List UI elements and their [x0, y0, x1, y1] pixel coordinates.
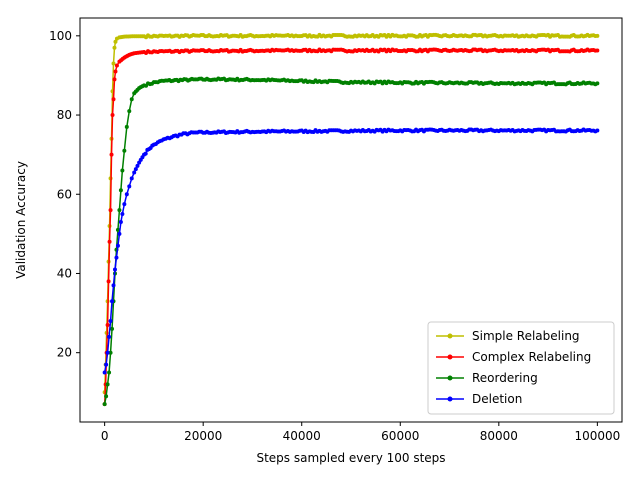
- series-simple-relabeling: [102, 32, 600, 395]
- x-tick-label: 60000: [381, 429, 419, 443]
- data-point: [112, 45, 117, 50]
- legend-marker: [447, 396, 453, 402]
- data-point: [110, 113, 115, 118]
- data-point: [108, 350, 113, 355]
- legend-box: [427, 321, 615, 415]
- data-point: [129, 176, 134, 181]
- data-point: [105, 382, 110, 387]
- data-point: [104, 362, 109, 367]
- data-point: [122, 148, 127, 153]
- y-tick-label: 60: [57, 187, 72, 201]
- x-tick-label: 100000: [574, 429, 620, 443]
- data-point: [115, 227, 120, 232]
- data-point: [132, 170, 137, 175]
- data-point: [110, 299, 115, 304]
- y-tick-label: 80: [57, 108, 72, 122]
- series-reordering: [102, 76, 600, 407]
- y-tick-label: 20: [57, 346, 72, 360]
- data-point: [143, 151, 148, 156]
- x-tick-label: 0: [101, 429, 109, 443]
- data-point: [102, 402, 107, 407]
- legend-marker: [447, 354, 453, 360]
- data-point: [102, 370, 107, 375]
- x-axis: 0 20000 40000 60000 80000 100000: [101, 422, 620, 443]
- data-point: [115, 243, 120, 248]
- data-point: [111, 61, 116, 66]
- data-point: [113, 69, 118, 74]
- data-point: [124, 124, 129, 129]
- legend-item: Reordering: [436, 371, 538, 385]
- y-axis-label: Validation Accuracy: [14, 161, 28, 279]
- data-point: [129, 97, 134, 102]
- data-point: [120, 168, 125, 173]
- data-point: [107, 239, 112, 244]
- legend-marker: [447, 375, 453, 381]
- data-point: [127, 109, 132, 114]
- series-complex-relabeling: [102, 47, 600, 407]
- data-point: [114, 63, 119, 68]
- y-tick-label: 40: [57, 266, 72, 280]
- legend-label: Deletion: [472, 392, 522, 406]
- data-point: [117, 231, 122, 236]
- data-point: [135, 163, 140, 168]
- data-point: [112, 267, 117, 272]
- data-point: [111, 283, 116, 288]
- x-tick-label: 40000: [283, 429, 321, 443]
- plot-area: [102, 32, 600, 407]
- data-point: [118, 219, 123, 224]
- data-point: [105, 350, 110, 355]
- data-point: [114, 255, 119, 260]
- legend-item: Deletion: [436, 392, 522, 406]
- y-axis: 20 40 60 80 100: [49, 29, 80, 360]
- legend-label: Reordering: [472, 371, 538, 385]
- data-point: [108, 208, 113, 213]
- legend: Simple Relabeling Complex Relabeling Reord…: [427, 321, 615, 415]
- data-point: [595, 33, 600, 38]
- data-point: [106, 279, 111, 284]
- data-point: [122, 202, 127, 207]
- legend-label: Simple Relabeling: [472, 329, 580, 343]
- axes-frame: [79, 17, 623, 423]
- legend-item: Complex Relabeling: [436, 350, 591, 364]
- data-point: [107, 334, 112, 339]
- data-point: [127, 184, 132, 189]
- data-point: [118, 188, 123, 193]
- data-point: [120, 212, 125, 217]
- data-point: [595, 81, 600, 86]
- data-point: [109, 152, 114, 157]
- legend-item: Simple Relabeling: [436, 329, 580, 343]
- series-deletion: [102, 127, 600, 375]
- data-point: [595, 48, 600, 53]
- x-axis-label: Steps sampled every 100 steps: [256, 451, 445, 465]
- data-point: [124, 192, 129, 197]
- data-point: [112, 77, 117, 82]
- data-point: [104, 394, 109, 399]
- legend-label: Complex Relabeling: [472, 350, 591, 364]
- y-tick-label: 100: [49, 29, 72, 43]
- data-point: [117, 208, 122, 213]
- data-point: [111, 97, 116, 102]
- data-point: [595, 128, 600, 133]
- data-point: [113, 39, 118, 44]
- legend-marker: [447, 333, 453, 339]
- x-tick-label: 80000: [480, 429, 518, 443]
- data-point: [133, 167, 138, 172]
- x-tick-label: 20000: [184, 429, 222, 443]
- data-point: [108, 319, 113, 323]
- data-point: [105, 322, 110, 327]
- data-point: [107, 370, 112, 375]
- data-point: [110, 326, 115, 331]
